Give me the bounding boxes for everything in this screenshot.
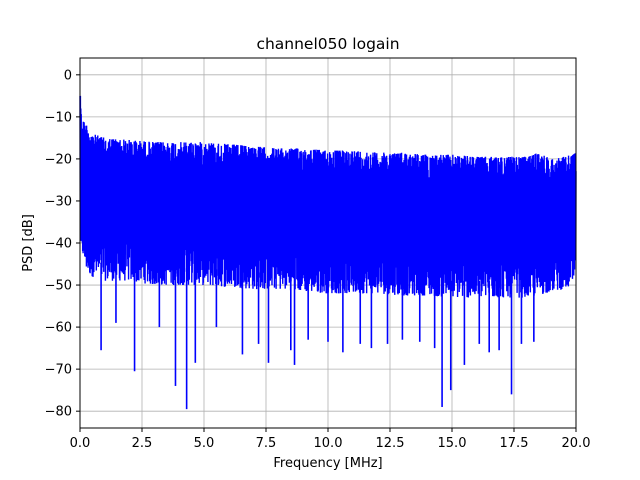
x-axis-label: Frequency [MHz] [273, 456, 382, 471]
y-tick-label: −50 [45, 279, 72, 294]
y-tick-label: −30 [45, 194, 72, 209]
y-tick-label: −60 [45, 321, 72, 336]
y-tick-label: −80 [45, 405, 72, 420]
y-tick-label: −10 [45, 110, 72, 125]
x-tick-label: 20.0 [562, 436, 591, 451]
y-tick-label: −20 [45, 152, 72, 167]
chart-title: channel050 logain [256, 35, 399, 53]
x-tick-label: 17.5 [500, 436, 529, 451]
y-tick-label: −70 [45, 363, 72, 378]
x-tick-label: 2.5 [132, 436, 153, 451]
y-tick-label: −40 [45, 237, 72, 252]
x-tick-label: 0.0 [70, 436, 91, 451]
x-tick-label: 12.5 [376, 436, 405, 451]
psd-series-line [79, 95, 577, 298]
y-tick-label: 0 [64, 68, 72, 83]
axis-ticks: 0.0 2.5 5.0 7.5 10.0 12.5 15.0 17.5 20.0 0 −10 −20 −… [45, 68, 591, 451]
x-tick-label: 10.0 [314, 436, 343, 451]
x-tick-label: 15.0 [438, 436, 467, 451]
x-tick-label: 5.0 [194, 436, 215, 451]
plot-area [79, 95, 577, 410]
x-tick-label: 7.5 [256, 436, 277, 451]
y-axis-label: PSD [dB] [21, 214, 36, 272]
